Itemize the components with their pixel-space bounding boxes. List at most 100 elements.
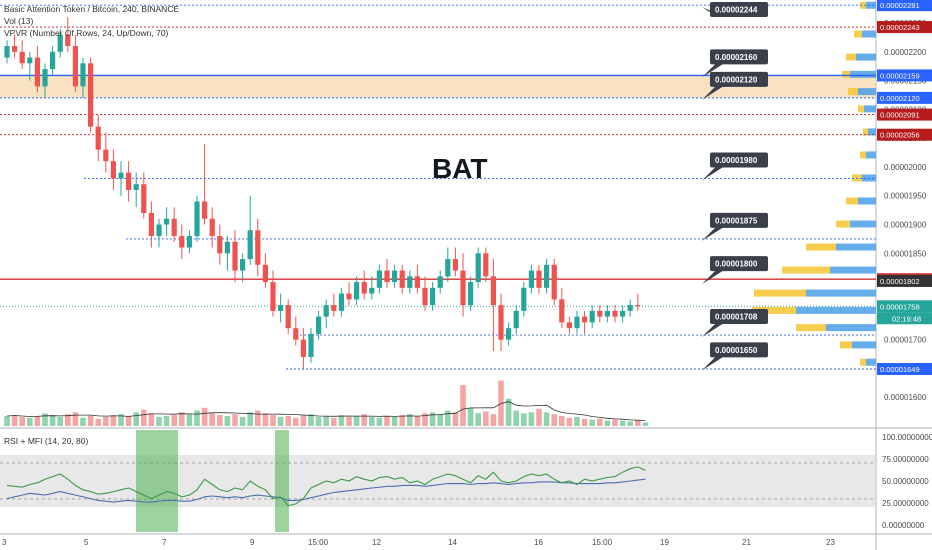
vpvr-up-row xyxy=(858,197,876,205)
volume-bar xyxy=(490,414,497,426)
volume-bar xyxy=(103,416,109,426)
vpvr-up-row xyxy=(862,174,876,182)
volume-bar xyxy=(42,413,48,426)
volume-bar xyxy=(186,414,193,426)
vpvr-up-row xyxy=(830,266,876,274)
vpvr-up-row xyxy=(856,53,876,61)
volume-bar xyxy=(460,385,466,426)
candle-body xyxy=(422,287,428,306)
volume-bar xyxy=(72,412,79,426)
candle-body xyxy=(148,213,154,237)
volume-ma-line xyxy=(6,401,646,421)
volume-bar xyxy=(642,422,649,426)
callout-pointer xyxy=(702,63,724,78)
volume-bar xyxy=(239,416,246,426)
candle-body xyxy=(240,259,246,271)
time-tick-label: 16 xyxy=(534,538,543,547)
volume-bar xyxy=(384,416,390,426)
volume-bar xyxy=(293,417,299,426)
volume-bar xyxy=(331,417,337,426)
volume-bar xyxy=(95,418,101,426)
callout-box[interactable] xyxy=(710,256,768,272)
volume-bar xyxy=(338,415,345,426)
volume-bar xyxy=(87,416,94,426)
vpvr-down-row xyxy=(860,358,866,366)
candle-body xyxy=(217,236,223,254)
time-tick-label: 14 xyxy=(448,538,457,547)
volume-bar xyxy=(57,416,63,426)
volume-bar xyxy=(34,416,41,426)
volume-bar xyxy=(262,413,269,426)
time-tick-label: 21 xyxy=(742,538,751,547)
volume-bar xyxy=(270,415,276,426)
callout-box[interactable] xyxy=(710,342,768,358)
price-tag-background xyxy=(877,69,932,82)
volume-bar xyxy=(148,413,155,426)
callout-box[interactable] xyxy=(710,49,768,65)
volume-bar xyxy=(232,414,238,426)
volume-bar xyxy=(635,420,641,426)
vpvr-up-row xyxy=(836,243,876,251)
candle-body xyxy=(300,339,306,357)
vpvr-up-row xyxy=(868,128,876,136)
candle-body xyxy=(635,305,641,307)
candle-body xyxy=(346,293,352,300)
candle-body xyxy=(110,161,116,179)
rsi-tick-label: 50.00000000 xyxy=(882,477,929,486)
volume-bar xyxy=(566,417,573,426)
candle-body xyxy=(57,34,63,52)
volume-bar xyxy=(125,416,132,426)
time-tick-label: 15:00 xyxy=(308,538,329,547)
volume-bar xyxy=(353,416,360,426)
volume-bar xyxy=(11,415,18,426)
candle-body xyxy=(369,287,375,294)
rsi-axis: 100.00000000 75.00000000 50.00000000 25.000… xyxy=(882,433,932,530)
vpvr-down-row xyxy=(806,243,836,251)
price-tag-background xyxy=(877,0,932,12)
volume-bar xyxy=(315,416,322,426)
price-tag-label: 0.00001802 xyxy=(880,277,920,286)
callout-box[interactable] xyxy=(710,71,768,87)
vpvr-up-row xyxy=(858,88,876,96)
time-axis[interactable]: 3 5 7 9 15:00 12 14 16 15:00 19 21 23 xyxy=(2,538,835,547)
candle-body xyxy=(202,201,208,219)
callout-box[interactable] xyxy=(710,152,768,168)
volume-bar xyxy=(308,414,314,426)
volume-bar xyxy=(551,414,557,426)
candle-body xyxy=(384,270,390,283)
price-callouts[interactable]: 0.00002244 0.00002160 0.00002120 0.00001980… xyxy=(702,2,768,371)
vpvr-down-row xyxy=(782,266,830,274)
callout-box[interactable] xyxy=(710,212,768,228)
vpvr-down-row xyxy=(846,197,858,205)
candle-body xyxy=(34,57,40,87)
volume-bar xyxy=(414,416,421,426)
vpvr-down-row xyxy=(754,289,806,297)
candle-body xyxy=(490,276,496,306)
callout-pointer xyxy=(702,226,724,241)
volume-bar xyxy=(247,412,253,426)
candle-body xyxy=(4,46,10,58)
callout-box[interactable] xyxy=(710,309,768,325)
volume-bar xyxy=(209,413,215,426)
candle-body xyxy=(475,253,481,283)
price-tag-background xyxy=(877,274,932,287)
resistance-zone xyxy=(0,74,876,98)
vpvr-down-row xyxy=(854,30,862,38)
vpvr-up-row xyxy=(866,1,876,9)
volume-bar xyxy=(399,415,405,426)
candle-body xyxy=(566,322,572,329)
candle-body xyxy=(559,299,565,323)
rsi-tick-label: 100.00000000 xyxy=(882,433,932,442)
candle-body xyxy=(141,184,147,213)
candle-body xyxy=(179,236,185,248)
volume-bar xyxy=(627,421,633,426)
vpvr-down-row xyxy=(860,1,866,9)
callout-pointer xyxy=(702,323,724,338)
vpvr-down-row xyxy=(846,53,856,61)
callout-box[interactable] xyxy=(710,2,768,17)
candle-body xyxy=(80,63,86,87)
volume-bar xyxy=(574,416,580,426)
time-tick-label: 7 xyxy=(162,538,167,547)
candle-body xyxy=(156,224,162,237)
